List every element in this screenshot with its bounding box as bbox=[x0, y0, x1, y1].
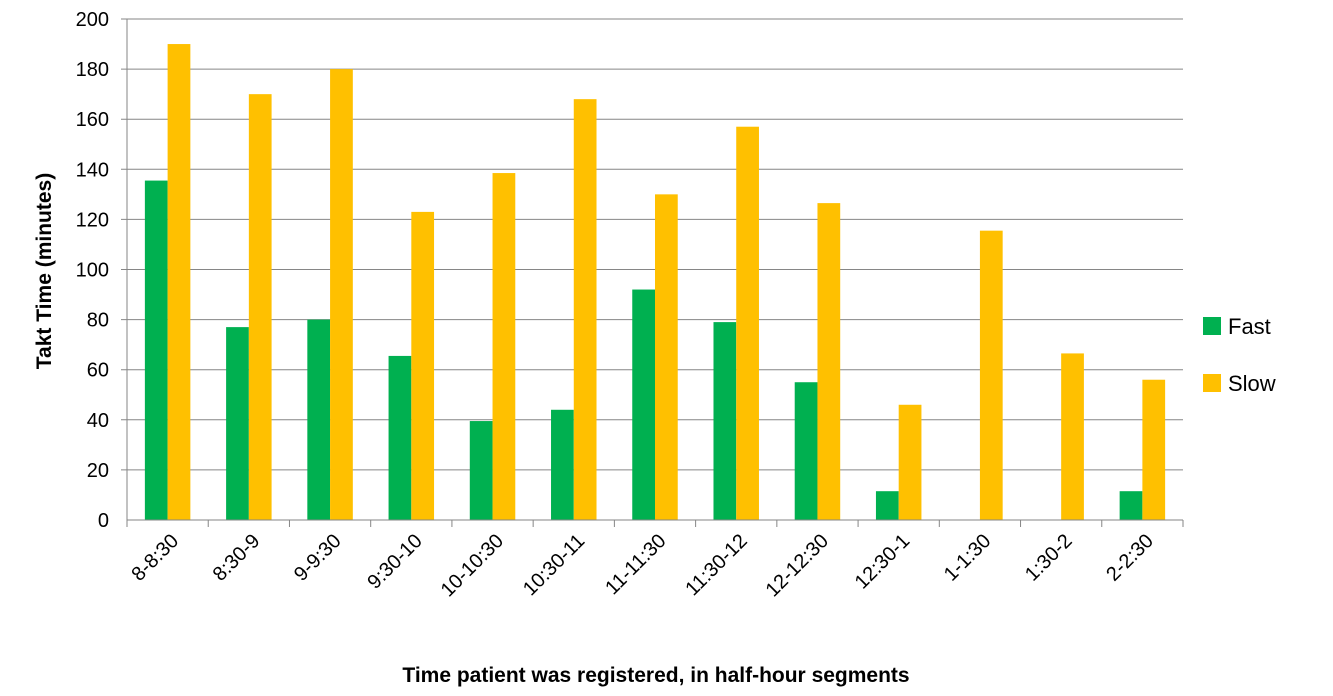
x-tick-label: 11-11:30 bbox=[601, 530, 670, 599]
y-axis-title: Takt Time (minutes) bbox=[33, 173, 56, 369]
bar-fast bbox=[469, 421, 493, 520]
bar-slow bbox=[573, 99, 597, 520]
bar-fast bbox=[632, 289, 655, 520]
bar-fast bbox=[388, 355, 412, 520]
x-tick-label: 10-10:30 bbox=[437, 530, 508, 601]
bar-fast bbox=[226, 327, 249, 520]
bar-fast bbox=[1119, 491, 1143, 520]
bar-fast bbox=[875, 491, 899, 520]
x-tick-label: 9:30-10 bbox=[363, 530, 427, 594]
bar-slow bbox=[736, 126, 759, 520]
bar-fast bbox=[144, 180, 168, 520]
y-tick-label: 60 bbox=[87, 360, 109, 382]
bar-fast bbox=[794, 382, 818, 520]
x-tick-label: 9-9:30 bbox=[290, 530, 346, 586]
x-tick-label: 10:30-11 bbox=[519, 530, 589, 600]
bar-slow bbox=[167, 44, 191, 521]
axes bbox=[126, 19, 1183, 521]
gridlines bbox=[121, 18, 1183, 471]
bar-slow bbox=[979, 230, 1003, 521]
y-tick-label: 200 bbox=[76, 9, 109, 31]
y-tick-label: 160 bbox=[76, 109, 109, 131]
legend-swatch-fast bbox=[1203, 317, 1221, 335]
bar-slow bbox=[1061, 353, 1084, 520]
bar-fast bbox=[307, 319, 331, 520]
y-tick-label: 0 bbox=[98, 510, 109, 532]
y-tick-label: 100 bbox=[76, 260, 109, 282]
bar-slow bbox=[817, 203, 841, 520]
y-tick-label: 120 bbox=[76, 209, 109, 231]
bar-slow bbox=[330, 69, 353, 520]
bars bbox=[144, 44, 1166, 521]
y-tick-label: 40 bbox=[87, 410, 109, 432]
bar-fast bbox=[713, 322, 737, 520]
y-tick-label: 20 bbox=[87, 460, 109, 482]
bar-slow bbox=[248, 94, 272, 521]
y-tick-labels: 0 20 40 60 80 100 120 140 160 180 200 bbox=[76, 9, 109, 532]
legend-label-fast: Fast bbox=[1228, 314, 1271, 339]
bar-slow bbox=[898, 404, 922, 520]
y-tick-label: 180 bbox=[76, 59, 109, 81]
x-tick-marks bbox=[126, 520, 1184, 527]
x-tick-label: 2-2:30 bbox=[1102, 530, 1158, 586]
x-tick-label: 11:30-12 bbox=[681, 530, 751, 600]
x-tick-label: 8:30-9 bbox=[209, 530, 265, 586]
bar-slow bbox=[492, 173, 516, 520]
x-axis-title: Time patient was registered, in half-hou… bbox=[402, 664, 909, 687]
bar-slow bbox=[1142, 379, 1166, 520]
legend-swatch-slow bbox=[1203, 374, 1221, 392]
legend-label-slow: Slow bbox=[1228, 371, 1276, 396]
x-tick-label: 12-12:30 bbox=[762, 530, 833, 601]
legend: Fast Slow bbox=[1203, 314, 1276, 396]
x-tick-label: 1-1:30 bbox=[940, 530, 996, 586]
bar-slow bbox=[655, 194, 678, 520]
x-tick-label: 1:30-2 bbox=[1021, 530, 1077, 586]
x-tick-label: 12:30-1 bbox=[851, 530, 915, 594]
x-tick-labels: 8-8:30 8:30-9 9-9:30 9:30-10 10-10:30 10:30-1… bbox=[127, 530, 1157, 601]
x-tick-label: 8-8:30 bbox=[127, 530, 183, 586]
bar-slow bbox=[411, 211, 435, 520]
y-tick-label: 140 bbox=[76, 159, 109, 181]
bar-fast bbox=[551, 409, 574, 520]
y-tick-label: 80 bbox=[87, 310, 109, 332]
